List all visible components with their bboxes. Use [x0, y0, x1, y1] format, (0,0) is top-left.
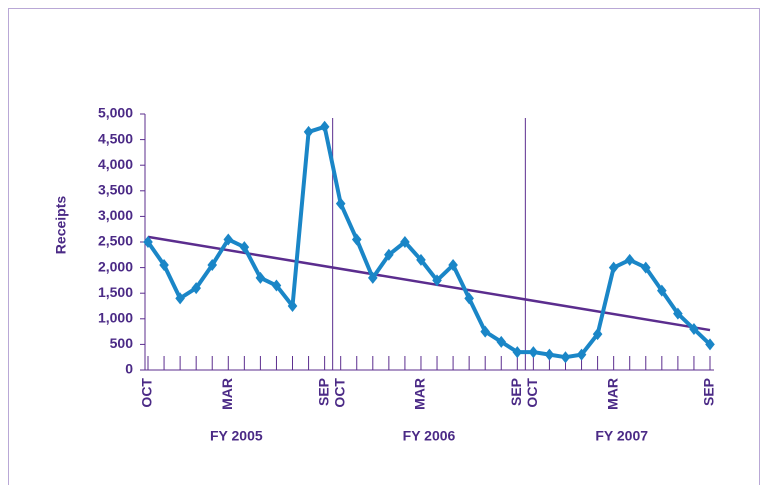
data-point — [432, 274, 442, 287]
y-tick-label: 1,500 — [98, 284, 133, 300]
x-tick-label: SEP — [315, 378, 331, 406]
data-point — [287, 300, 298, 312]
y-tick-label: 500 — [110, 335, 134, 351]
data-point — [576, 348, 587, 361]
data-point — [657, 284, 667, 297]
x-tick-label: OCT — [524, 378, 540, 408]
data-point — [416, 253, 426, 266]
group-label: FY 2006 — [403, 428, 456, 444]
group-label: FY 2005 — [210, 428, 263, 444]
data-point — [544, 348, 555, 361]
y-tick-label: 4,000 — [98, 156, 133, 172]
data-point — [223, 233, 234, 246]
x-tick-label: SEP — [508, 378, 524, 406]
frame — [8, 8, 760, 485]
data-point — [368, 271, 378, 284]
data-point — [689, 323, 699, 336]
data-point — [175, 292, 185, 305]
data-point — [384, 248, 394, 261]
data-point — [400, 236, 410, 248]
data-point — [705, 338, 715, 351]
data-point — [512, 346, 523, 359]
x-tick-label: OCT — [139, 378, 155, 408]
data-point — [351, 233, 362, 246]
data-point — [271, 279, 282, 292]
data-point — [464, 292, 474, 305]
x-tick-label: MAR — [219, 378, 235, 410]
data-point — [608, 261, 619, 274]
data-point — [335, 197, 346, 210]
data-point — [239, 241, 250, 254]
x-tick-label: SEP — [701, 378, 717, 406]
y-tick-label: 5,000 — [98, 105, 133, 121]
y-tick-label: 3,000 — [98, 207, 133, 223]
y-tick-label: 0 — [125, 361, 133, 377]
y-tick-label: 2,500 — [98, 233, 133, 249]
data-point — [255, 271, 266, 284]
data-point — [159, 259, 169, 272]
data-point — [624, 253, 635, 266]
group-label: FY 2007 — [595, 428, 648, 444]
data-point — [592, 328, 603, 341]
data-point — [480, 325, 490, 338]
y-tick-label: 4,500 — [98, 130, 133, 146]
x-tick-label: MAR — [604, 378, 620, 410]
data-point — [191, 282, 201, 295]
trend-line — [147, 235, 711, 332]
data-point — [303, 125, 314, 138]
data-point — [207, 259, 218, 272]
data-point — [319, 120, 330, 133]
y-axis-label: Receipts — [53, 196, 69, 255]
data-point — [143, 236, 153, 248]
y-tick-label: 2,000 — [98, 258, 133, 274]
x-tick-label: OCT — [331, 378, 347, 408]
data-point — [448, 259, 458, 272]
data-point — [528, 346, 539, 359]
series-line — [146, 124, 712, 360]
data-point — [673, 307, 683, 320]
data-point — [640, 261, 651, 274]
data-point — [560, 351, 571, 364]
data-point — [496, 335, 507, 348]
y-tick-label: 1,000 — [98, 310, 133, 326]
x-tick-label: MAR — [412, 378, 428, 410]
y-tick-label: 3,500 — [98, 182, 133, 198]
